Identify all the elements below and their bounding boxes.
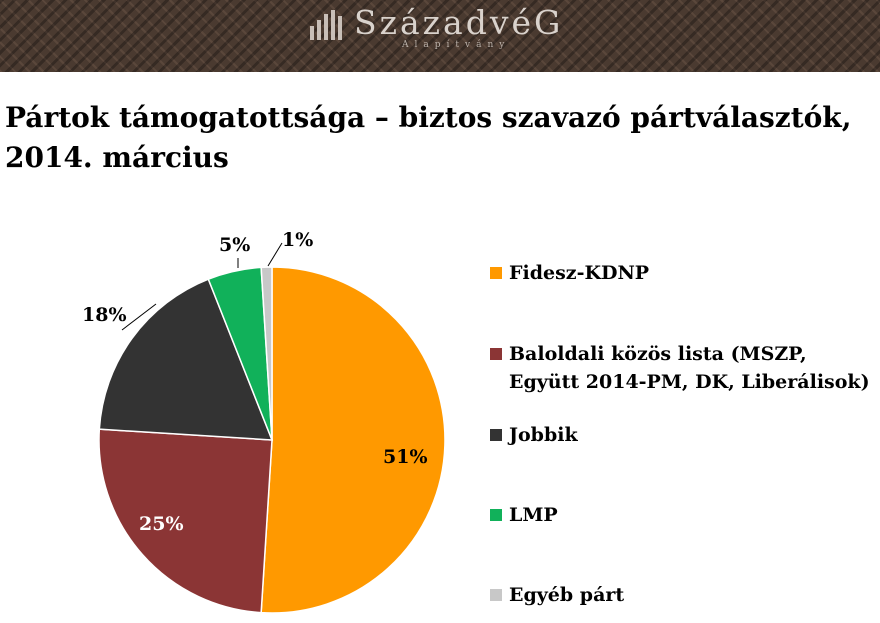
logo-text: SzázadvéG xyxy=(354,3,564,42)
data-label: 5% xyxy=(219,234,251,256)
legend-swatch xyxy=(490,348,502,360)
leader-line xyxy=(121,303,157,331)
logo-subtitle: Alapítvány xyxy=(402,40,511,50)
data-label: 25% xyxy=(139,513,184,535)
pie-slice-egy-b-p-rt xyxy=(260,266,273,441)
legend-item-egyeb-part: Egyéb párt xyxy=(490,581,624,609)
leader-line xyxy=(267,242,283,267)
header-banner: SzázadvéG Alapítvány xyxy=(0,0,880,72)
logo-bars-icon xyxy=(310,10,342,40)
legend-label: Fidesz-KDNP xyxy=(509,262,650,284)
legend-swatch xyxy=(490,429,502,441)
legend-label: LMP xyxy=(509,504,558,526)
legend-item-lmp: LMP xyxy=(490,501,558,529)
legend-label: Jobbik xyxy=(509,424,578,446)
title-line-1: Pártok támogatottsága – biztos szavazó p… xyxy=(5,101,852,134)
legend-item-jobbik: Jobbik xyxy=(490,421,578,449)
chart-title: Pártok támogatottsága – biztos szavazó p… xyxy=(5,98,865,178)
data-label: 51% xyxy=(383,446,428,468)
pie-slice-jobbik xyxy=(98,278,274,441)
legend-item-baloldali-kozos-lista: Baloldali közös lista (MSZP, Együtt 2014… xyxy=(490,340,870,396)
pie-slice-fidesz-kdnp xyxy=(260,266,446,614)
legend-label-line-1: Baloldali közös lista (MSZP, xyxy=(509,343,807,365)
title-line-2: 2014. március xyxy=(5,141,229,174)
legend-item-fidesz-kdnp: Fidesz-KDNP xyxy=(490,259,649,287)
legend-swatch xyxy=(490,589,502,601)
legend-label: Egyéb párt xyxy=(509,584,625,606)
legend-swatch xyxy=(490,267,502,279)
legend-swatch xyxy=(490,509,502,521)
data-label: 1% xyxy=(282,229,314,251)
szazadveg-logo: SzázadvéG Alapítvány xyxy=(310,2,563,62)
legend-label-line-2: Együtt 2014-PM, DK, Liberálisok) xyxy=(509,371,870,393)
data-label: 18% xyxy=(82,304,127,326)
pie-slice-baloldali-k-z-s-lista-mszp-egy-tt-2014-pm-dk-liber-lisok xyxy=(98,428,273,614)
